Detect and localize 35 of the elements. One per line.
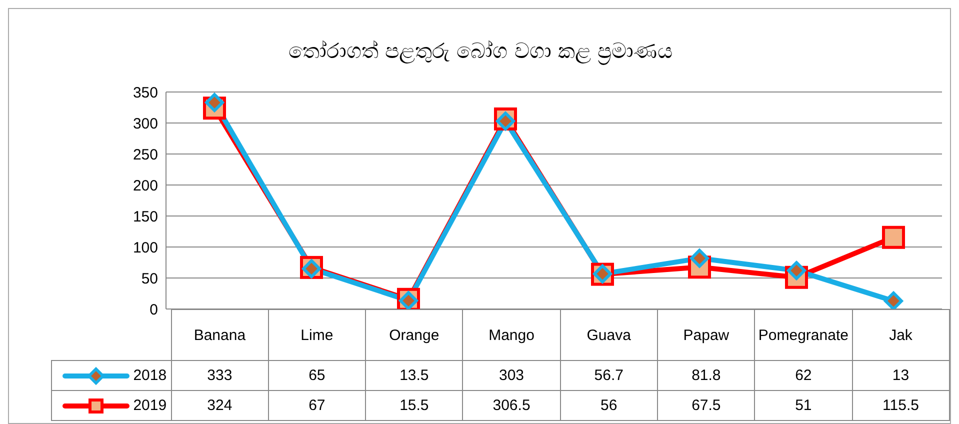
data-label: 306.5 (462, 390, 560, 420)
y-tick-label: 100 (132, 239, 158, 256)
y-tick-label: 250 (132, 146, 158, 164)
data-label: 15.5 (366, 390, 463, 420)
data-label: 67 (268, 390, 366, 420)
x-tick-label: Jak (852, 310, 950, 360)
data-label: 333 (171, 360, 268, 390)
data-label: 13.5 (366, 360, 463, 390)
data-label: 65 (268, 360, 366, 390)
y-tick-label: 50 (141, 270, 158, 288)
data-label: 51 (754, 390, 852, 420)
y-tick-label: 0 (150, 301, 158, 318)
legend-label: 2018 (133, 366, 167, 384)
y-tick-label: 350 (132, 84, 158, 102)
x-tick-label: Orange (366, 310, 463, 360)
x-tick-label: Banana (171, 310, 268, 360)
data-label: 67.5 (658, 390, 755, 420)
x-tick-label: Pomegranate (754, 310, 852, 360)
data-label: 303 (462, 360, 560, 390)
data-label: 13 (852, 360, 950, 390)
legend-label: 2019 (133, 396, 167, 414)
x-tick-label: Mango (462, 310, 560, 360)
y-tick-label: 200 (132, 177, 158, 194)
y-tick-label: 300 (132, 115, 158, 132)
data-label: 56.7 (560, 360, 658, 390)
chart-title: තෝරාගත් පළතුරු බෝග වගා කළ ප්‍රමාණය (287, 39, 674, 63)
y-tick-label: 150 (132, 208, 158, 226)
data-label: 324 (171, 390, 268, 420)
x-tick-label: Papaw (658, 310, 755, 360)
data-label: 115.5 (852, 390, 950, 420)
data-label: 62 (754, 360, 852, 390)
x-tick-label: Lime (268, 310, 366, 360)
data-label: 56 (560, 390, 658, 420)
data-label: 81.8 (658, 360, 755, 390)
x-tick-label: Guava (560, 310, 658, 360)
